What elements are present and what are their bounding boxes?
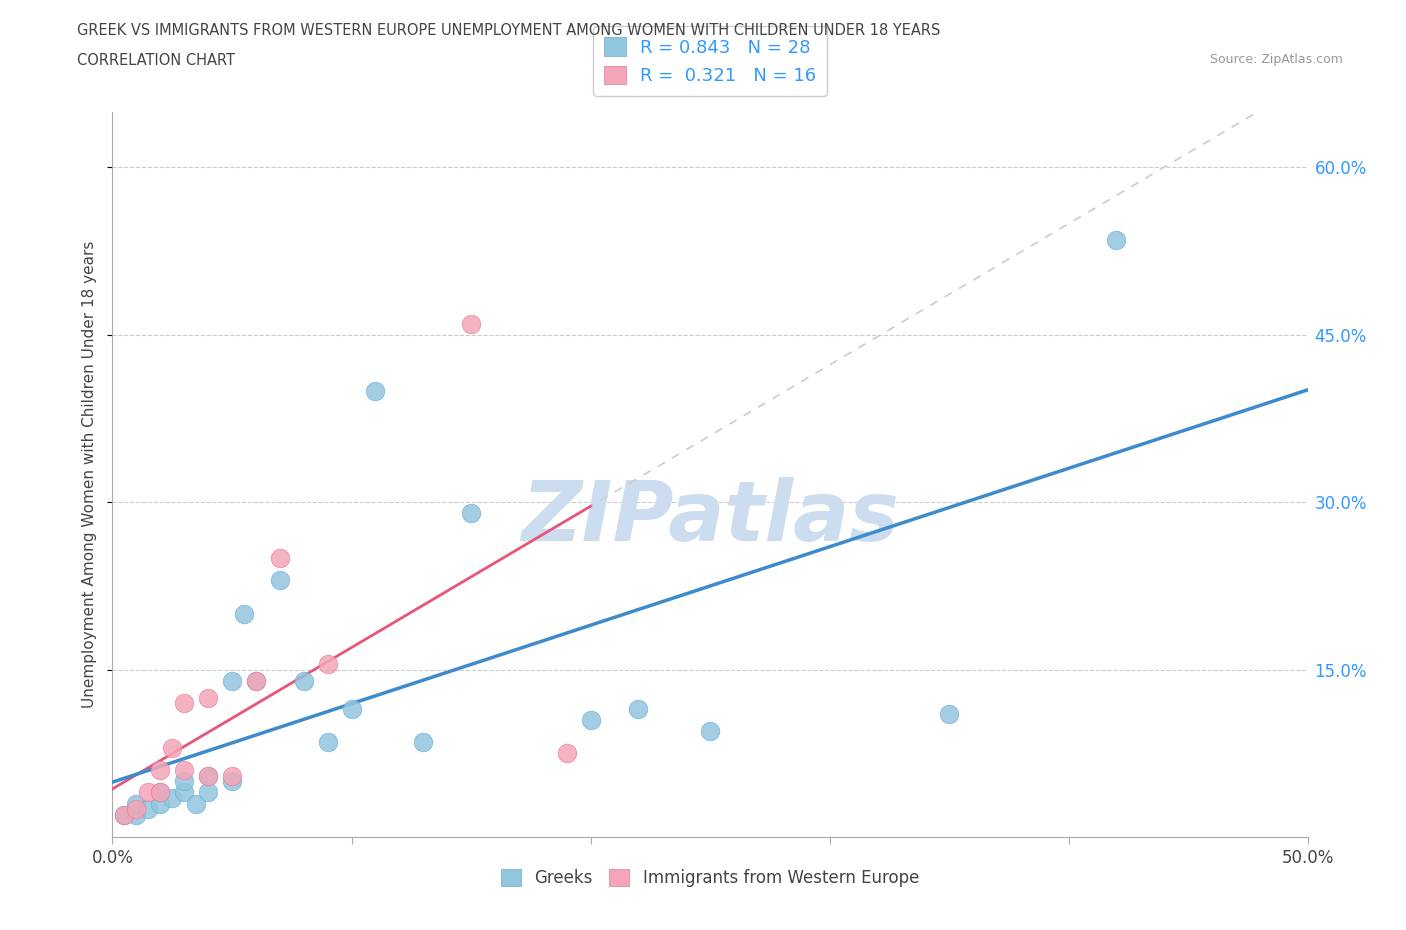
Text: GREEK VS IMMIGRANTS FROM WESTERN EUROPE UNEMPLOYMENT AMONG WOMEN WITH CHILDREN U: GREEK VS IMMIGRANTS FROM WESTERN EUROPE … (77, 23, 941, 38)
Point (316, 735, 339, 750)
Point (627, 701, 650, 716)
Point (938, 707, 960, 722)
Point (197, 690, 219, 705)
Y-axis label: Unemployment Among Women with Children Under 18 years: Unemployment Among Women with Children U… (82, 241, 97, 708)
Point (149, 785, 172, 800)
Point (460, 316, 482, 331)
Text: ZIPatlas: ZIPatlas (522, 477, 898, 558)
Point (699, 724, 721, 738)
Point (162, 790, 183, 805)
Point (197, 768, 219, 783)
Point (221, 768, 243, 783)
Point (149, 796, 172, 811)
Point (138, 785, 160, 800)
Point (292, 673, 315, 688)
Point (125, 807, 148, 822)
Point (1105, 232, 1128, 247)
Point (460, 506, 482, 521)
Point (149, 785, 172, 800)
Text: Source: ZipAtlas.com: Source: ZipAtlas.com (1209, 53, 1343, 66)
Point (269, 573, 291, 588)
Point (412, 735, 434, 750)
Point (245, 673, 267, 688)
Point (114, 807, 135, 822)
Point (125, 802, 148, 817)
Point (173, 774, 195, 789)
Point (269, 551, 291, 565)
Point (197, 785, 219, 800)
Point (316, 657, 339, 671)
Point (114, 807, 135, 822)
Point (197, 768, 219, 783)
Point (138, 802, 160, 817)
Point (173, 785, 195, 800)
Point (173, 696, 195, 711)
Point (186, 796, 208, 811)
Point (340, 701, 363, 716)
Point (162, 740, 183, 755)
Point (221, 774, 243, 789)
Point (245, 673, 267, 688)
Point (221, 673, 243, 688)
Point (149, 763, 172, 777)
Point (579, 712, 602, 727)
Point (173, 763, 195, 777)
Text: CORRELATION CHART: CORRELATION CHART (77, 53, 235, 68)
Point (233, 606, 256, 621)
Point (125, 796, 148, 811)
Point (555, 746, 578, 761)
Point (364, 383, 387, 398)
Legend: Greeks, Immigrants from Western Europe: Greeks, Immigrants from Western Europe (495, 862, 925, 894)
